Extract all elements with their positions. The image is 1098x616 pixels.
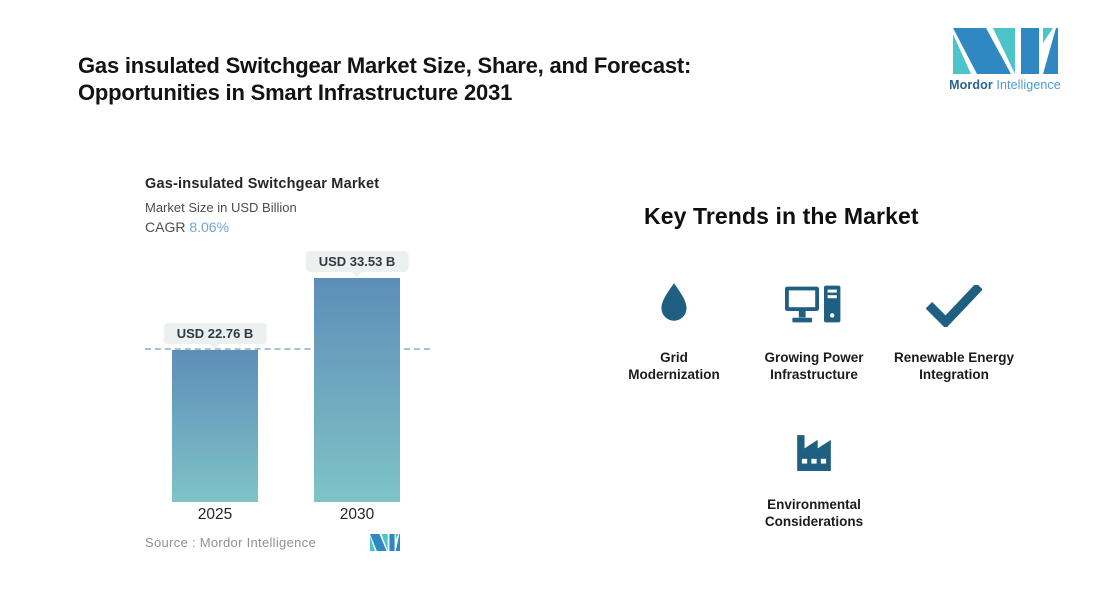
trend-label: Grid Modernization: [628, 350, 720, 382]
brand-logo: Mordor Intelligence: [948, 28, 1062, 92]
x-axis-labels: 2025 2030: [145, 506, 430, 526]
brand-name-secondary: Intelligence: [996, 78, 1061, 92]
trend-growing-power-infrastructure: Growing Power Infrastructure: [744, 281, 884, 383]
brand-name-primary: Mordor: [949, 78, 993, 92]
value-label-2030-text: USD 33.53 B: [318, 254, 396, 269]
key-trends-heading: Key Trends in the Market: [644, 203, 919, 229]
brand-wordmark: Mordor Intelligence: [948, 78, 1062, 92]
reference-dashed-line: [145, 348, 430, 350]
trend-label: Environmental Considerations: [764, 497, 864, 529]
chart-cagr: CAGR 8.06%: [145, 219, 229, 235]
cagr-label: CAGR: [145, 219, 186, 235]
value-label-2025: USD 22.76 B: [163, 323, 267, 349]
mordor-logo-icon: [952, 28, 1058, 74]
bar-2030: [314, 278, 400, 502]
trend-label: Renewable Energy Integration: [893, 350, 1015, 382]
water-drop-icon: [655, 281, 693, 327]
trend-environmental-considerations: Environmental Considerations: [744, 430, 884, 530]
mordor-logo-small-icon: [370, 534, 400, 551]
factory-icon: [794, 430, 834, 472]
value-label-2030: USD 33.53 B: [305, 251, 409, 277]
trend-row: Grid Modernization: [604, 281, 1024, 383]
trend-grid-modernization: Grid Modernization: [604, 281, 744, 383]
page-title: Gas insulated Switchgear Market Size, Sh…: [78, 52, 691, 106]
x-axis-label-2025: 2025: [197, 506, 233, 523]
value-label-pointer: [209, 343, 221, 349]
trend-renewable-energy-integration: Renewable Energy Integration: [884, 281, 1024, 383]
chart-subtitle: Market Size in USD Billion: [145, 200, 297, 215]
market-size-chart: Gas-insulated Switchgear Market Market S…: [145, 176, 430, 576]
trend-label: Growing Power Infrastructure: [764, 350, 864, 382]
page-title-line1: Gas insulated Switchgear Market Size, Sh…: [78, 53, 692, 78]
x-axis-label-2030: 2030: [339, 506, 375, 523]
chart-title: Gas-insulated Switchgear Market: [145, 176, 380, 192]
value-label-2025-text: USD 22.76 B: [176, 326, 254, 341]
chart-plot: USD 22.76 B USD 33.53 B: [145, 240, 430, 502]
value-label-pointer: [351, 271, 363, 277]
page-title-line2: Opportunities in Smart Infrastructure 20…: [78, 80, 513, 105]
desktop-computer-icon: [784, 281, 844, 327]
cagr-value: 8.06%: [189, 219, 230, 235]
bar-2025: [172, 350, 258, 502]
source-text: Source : Mordor Intelligence: [145, 535, 316, 550]
source-row: Source : Mordor Intelligence: [145, 534, 400, 551]
checkmark-icon: [926, 281, 982, 327]
